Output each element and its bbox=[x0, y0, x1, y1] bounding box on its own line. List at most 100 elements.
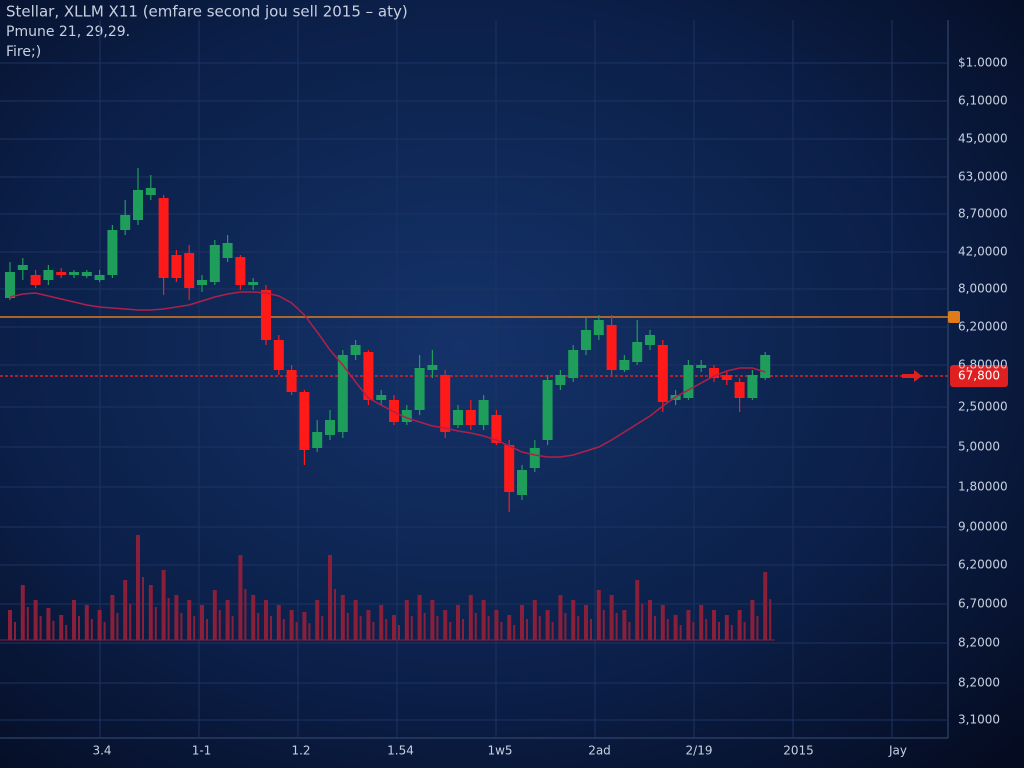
volume-bar bbox=[558, 595, 563, 640]
candle-body bbox=[593, 320, 604, 335]
volume-bar-thin bbox=[679, 625, 682, 640]
candle-body bbox=[376, 395, 387, 400]
volume-bar bbox=[750, 600, 755, 640]
volume-bar-thin bbox=[641, 604, 644, 640]
volume-bar bbox=[468, 595, 473, 640]
grid bbox=[0, 20, 948, 738]
x-tick-label: 1-1 bbox=[192, 744, 212, 758]
candle-body bbox=[478, 400, 489, 425]
y-tick-label: 8,70000 bbox=[958, 207, 1008, 221]
candle-body bbox=[606, 325, 617, 370]
candle-body bbox=[645, 335, 655, 345]
volume-bar-thin bbox=[654, 616, 656, 640]
y-tick-label: 6,10000 bbox=[958, 94, 1008, 108]
volume-bar-thin bbox=[372, 622, 375, 640]
candle-body bbox=[465, 410, 476, 425]
candle-body bbox=[299, 392, 310, 450]
candle-body bbox=[5, 272, 15, 298]
volume-bar-thin bbox=[244, 589, 247, 640]
x-tick-label: 2/19 bbox=[686, 744, 713, 758]
y-tick-label: 1,80000 bbox=[958, 480, 1008, 494]
volume-bar bbox=[328, 555, 332, 640]
y-tick-label: 8,00000 bbox=[958, 282, 1008, 296]
candle-body bbox=[197, 280, 207, 285]
price-arrow bbox=[902, 370, 922, 382]
volume-bar-thin bbox=[628, 622, 631, 640]
volume-bar-thin bbox=[436, 616, 439, 640]
volume-bar bbox=[187, 600, 192, 640]
volume-bar bbox=[699, 605, 704, 640]
volume-bar bbox=[379, 605, 384, 640]
volume-bar bbox=[392, 615, 396, 640]
volume-bar bbox=[724, 615, 729, 640]
volume-bar bbox=[302, 612, 307, 640]
volume-bar-thin bbox=[270, 616, 272, 640]
volume-bar-thin bbox=[743, 622, 746, 640]
volume-bar bbox=[648, 600, 652, 640]
volume-bar bbox=[353, 600, 358, 640]
volume-bar bbox=[737, 610, 742, 640]
volume-bar bbox=[366, 610, 371, 640]
candle-body bbox=[619, 360, 630, 370]
candle-body bbox=[273, 340, 284, 370]
candle-body bbox=[286, 370, 297, 392]
volume-bar-thin bbox=[154, 607, 157, 640]
candle-body bbox=[120, 215, 131, 230]
volume-bar bbox=[110, 595, 115, 640]
volume-bar-thin bbox=[116, 613, 119, 640]
volume-bar-thin bbox=[526, 619, 528, 640]
volume-bar-thin bbox=[590, 619, 592, 640]
volume-bar-thin bbox=[474, 613, 477, 640]
y-tick-label: 8,2000 bbox=[958, 676, 1000, 690]
volume-bar-thin bbox=[538, 616, 541, 640]
candle-body bbox=[337, 355, 348, 432]
price-badge-label: 67,800 bbox=[958, 369, 1000, 383]
y-tick-label: 42,0000 bbox=[958, 245, 1008, 259]
chart-subtitle: Pmune 21, 29,29. bbox=[6, 24, 130, 40]
x-tick-label: 1.54 bbox=[387, 744, 414, 758]
volume-bar-thin bbox=[551, 622, 554, 640]
volume-bar bbox=[609, 595, 614, 640]
volume-bar-thin bbox=[359, 616, 362, 640]
candle-body bbox=[209, 245, 220, 282]
candle-body bbox=[158, 198, 169, 278]
volume-bar-thin bbox=[65, 625, 68, 640]
volume-bar-thin bbox=[308, 623, 311, 640]
candle-body bbox=[491, 415, 502, 443]
candle-body bbox=[69, 272, 79, 275]
candle-body bbox=[555, 375, 566, 385]
volume-bar-thin bbox=[180, 613, 183, 640]
volume-bar bbox=[712, 610, 716, 640]
volume-bar bbox=[481, 600, 486, 640]
candle-body bbox=[43, 270, 54, 280]
price-marker bbox=[948, 311, 960, 323]
axis-labels: $1.0000 6,10000 45,0000 63,0000 8,70000 42,00… bbox=[92, 56, 1007, 758]
volume-bar-thin bbox=[577, 616, 580, 640]
volume-bar-thin bbox=[129, 604, 132, 640]
x-tick-label: Jay bbox=[888, 744, 907, 758]
volume-bar bbox=[673, 615, 678, 640]
volume-bar-thin bbox=[692, 622, 695, 640]
y-tick-label: 5,0000 bbox=[958, 440, 1000, 454]
candle-body bbox=[453, 410, 463, 425]
volume-bar bbox=[161, 570, 166, 640]
candle-body bbox=[312, 432, 323, 448]
volume-bar-thin bbox=[423, 613, 426, 640]
candle-body bbox=[581, 330, 591, 350]
volume-bar bbox=[635, 580, 640, 640]
candle-body bbox=[504, 445, 515, 492]
volume-bar bbox=[20, 585, 25, 640]
candle-body bbox=[261, 290, 271, 340]
candle-body bbox=[81, 272, 92, 276]
volume-bar-thin bbox=[257, 613, 260, 640]
x-tick-label: 1w5 bbox=[487, 744, 512, 758]
volume-bar-thin bbox=[193, 616, 196, 640]
volume-bar bbox=[622, 610, 627, 640]
volume-bar-thin bbox=[167, 598, 170, 640]
volume-bar bbox=[212, 590, 217, 640]
candle-body bbox=[632, 342, 643, 362]
volume-bar-thin bbox=[705, 619, 708, 640]
candle-body bbox=[184, 253, 195, 288]
